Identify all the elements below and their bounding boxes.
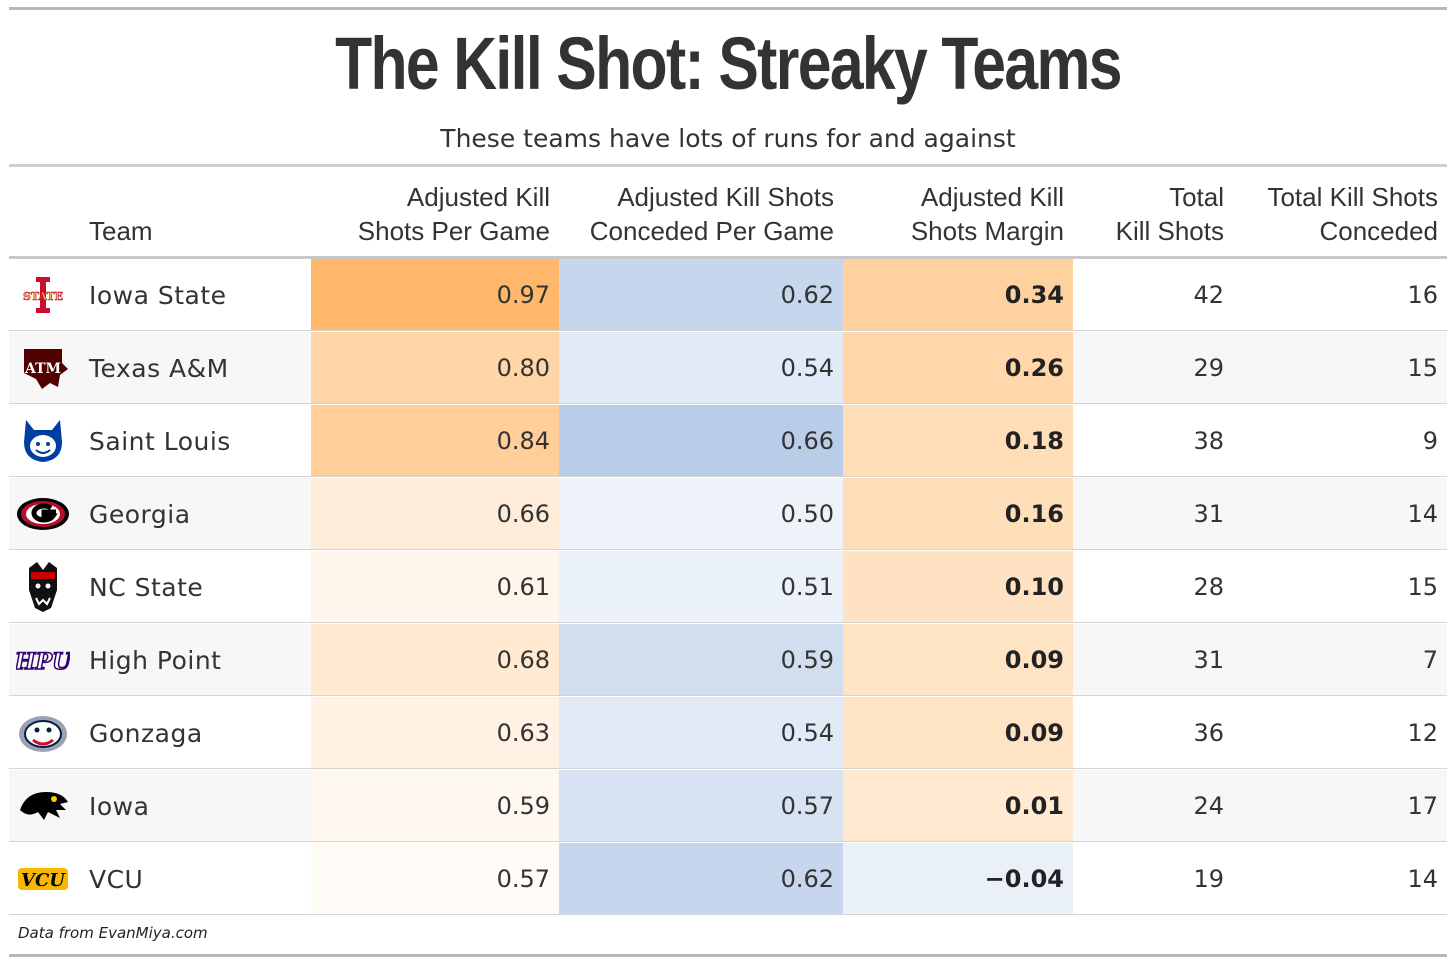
table-header: Team Adjusted Kill Shots Per Game Adjust… <box>9 168 1447 256</box>
header-adj-kill-shots-pg: Adjusted Kill Shots Per Game <box>357 182 550 246</box>
cell-total-kill-shots: 38 <box>1193 427 1224 455</box>
svg-text:ATM: ATM <box>24 361 61 377</box>
row-divider <box>9 841 1447 842</box>
header-total-conceded: Total Kill Shots Conceded <box>1267 182 1438 246</box>
chart-title: The Kill Shot: Streaky Teams <box>335 22 1122 105</box>
cell-total-conceded: 17 <box>1407 792 1438 820</box>
cell-total-kill-shots: 29 <box>1193 354 1224 382</box>
cell-total-conceded: 14 <box>1407 865 1438 893</box>
cell-total-kill-shots: 24 <box>1193 792 1224 820</box>
cell-adj-kill-shots-pg: 0.63 <box>311 697 559 769</box>
cell-adj-margin: 0.09 <box>843 697 1073 769</box>
cell-adj-kill-shots-pg: 0.84 <box>311 405 559 477</box>
team-name: Iowa <box>89 791 150 821</box>
table-row: HPU High Point 0.68 0.59 0.09 31 7 <box>9 624 1447 696</box>
header-rule <box>9 256 1447 259</box>
cell-adj-kill-shots-pg: 0.68 <box>311 624 559 696</box>
table-row: Iowa 0.59 0.57 0.01 24 17 <box>9 770 1447 842</box>
svg-text:HPU: HPU <box>16 649 70 675</box>
cell-total-conceded: 7 <box>1422 646 1438 674</box>
cell-adj-kill-shots-pg: 0.80 <box>311 332 559 404</box>
cell-adj-conceded-pg: 0.66 <box>559 405 843 477</box>
cell-adj-conceded-pg: 0.57 <box>559 770 843 842</box>
header-team: Team <box>89 216 153 246</box>
bottom-rule <box>9 954 1447 957</box>
row-divider <box>9 768 1447 769</box>
table-row: ATM Texas A&M 0.80 0.54 0.26 29 15 <box>9 332 1447 404</box>
cell-total-conceded: 16 <box>1407 281 1438 309</box>
chart-subtitle: These teams have lots of runs for and ag… <box>440 124 1016 153</box>
table-row: Georgia 0.66 0.50 0.16 31 14 <box>9 478 1447 550</box>
cell-total-conceded: 9 <box>1422 427 1438 455</box>
cell-total-kill-shots: 31 <box>1193 500 1224 528</box>
table-row: Saint Louis 0.84 0.66 0.18 38 9 <box>9 405 1447 477</box>
row-divider <box>9 476 1447 477</box>
header-total-kill-shots: Total Kill Shots <box>1115 182 1224 246</box>
cell-adj-margin: 0.09 <box>843 624 1073 696</box>
team-name: NC State <box>89 572 204 602</box>
cell-total-conceded: 12 <box>1407 719 1438 747</box>
cell-total-kill-shots: 28 <box>1193 573 1224 601</box>
team-name: Iowa State <box>89 280 227 310</box>
iowa-logo <box>15 779 71 833</box>
cell-total-conceded: 15 <box>1407 573 1438 601</box>
texas-am-logo: ATM <box>15 341 71 395</box>
cell-adj-margin: −0.04 <box>843 843 1073 915</box>
saint-louis-logo <box>15 414 71 468</box>
iowa-state-logo: STATE <box>15 268 71 322</box>
team-name: Gonzaga <box>89 718 203 748</box>
svg-text:VCU: VCU <box>21 870 66 891</box>
subtitle-rule <box>9 164 1447 167</box>
row-divider <box>9 695 1447 696</box>
cell-total-kill-shots: 19 <box>1193 865 1224 893</box>
svg-text:STATE: STATE <box>23 290 63 303</box>
table-row: Gonzaga 0.63 0.54 0.09 36 12 <box>9 697 1447 769</box>
cell-adj-conceded-pg: 0.51 <box>559 551 843 623</box>
cell-total-kill-shots: 31 <box>1193 646 1224 674</box>
source-note: Data from EvanMiya.com <box>18 924 208 942</box>
team-name: VCU <box>89 864 144 894</box>
cell-adj-margin: 0.10 <box>843 551 1073 623</box>
vcu-logo: VCU <box>15 852 71 906</box>
row-divider <box>9 549 1447 550</box>
table-row: VCU VCU 0.57 0.62 −0.04 19 14 <box>9 843 1447 915</box>
cell-adj-kill-shots-pg: 0.57 <box>311 843 559 915</box>
cell-total-kill-shots: 36 <box>1193 719 1224 747</box>
cell-adj-margin: 0.16 <box>843 478 1073 550</box>
high-point-logo: HPU <box>15 633 71 687</box>
nc-state-logo <box>15 560 71 614</box>
cell-adj-margin: 0.34 <box>843 259 1073 331</box>
cell-total-conceded: 14 <box>1407 500 1438 528</box>
top-rule <box>9 7 1447 10</box>
cell-total-conceded: 15 <box>1407 354 1438 382</box>
cell-adj-conceded-pg: 0.62 <box>559 259 843 331</box>
header-adj-margin: Adjusted Kill Shots Margin <box>910 182 1064 246</box>
cell-adj-conceded-pg: 0.59 <box>559 624 843 696</box>
team-name: Texas A&M <box>89 353 229 383</box>
cell-adj-conceded-pg: 0.54 <box>559 697 843 769</box>
team-name: High Point <box>89 645 222 675</box>
cell-adj-kill-shots-pg: 0.66 <box>311 478 559 550</box>
cell-adj-conceded-pg: 0.54 <box>559 332 843 404</box>
cell-adj-conceded-pg: 0.62 <box>559 843 843 915</box>
team-name: Saint Louis <box>89 426 231 456</box>
table-row: NC State 0.61 0.51 0.10 28 15 <box>9 551 1447 623</box>
row-divider <box>9 622 1447 623</box>
table-row: STATE Iowa State 0.97 0.62 0.34 42 16 <box>9 259 1447 331</box>
row-divider <box>9 330 1447 331</box>
header-adj-conceded-pg: Adjusted Kill Shots Conceded Per Game <box>589 182 834 246</box>
cell-adj-margin: 0.26 <box>843 332 1073 404</box>
cell-adj-kill-shots-pg: 0.59 <box>311 770 559 842</box>
cell-adj-margin: 0.01 <box>843 770 1073 842</box>
team-name: Georgia <box>89 499 191 529</box>
row-divider <box>9 914 1447 915</box>
row-divider <box>9 403 1447 404</box>
cell-adj-kill-shots-pg: 0.61 <box>311 551 559 623</box>
gonzaga-logo <box>15 706 71 760</box>
cell-adj-margin: 0.18 <box>843 405 1073 477</box>
cell-adj-kill-shots-pg: 0.97 <box>311 259 559 331</box>
georgia-logo <box>15 487 71 541</box>
cell-adj-conceded-pg: 0.50 <box>559 478 843 550</box>
cell-total-kill-shots: 42 <box>1193 281 1224 309</box>
